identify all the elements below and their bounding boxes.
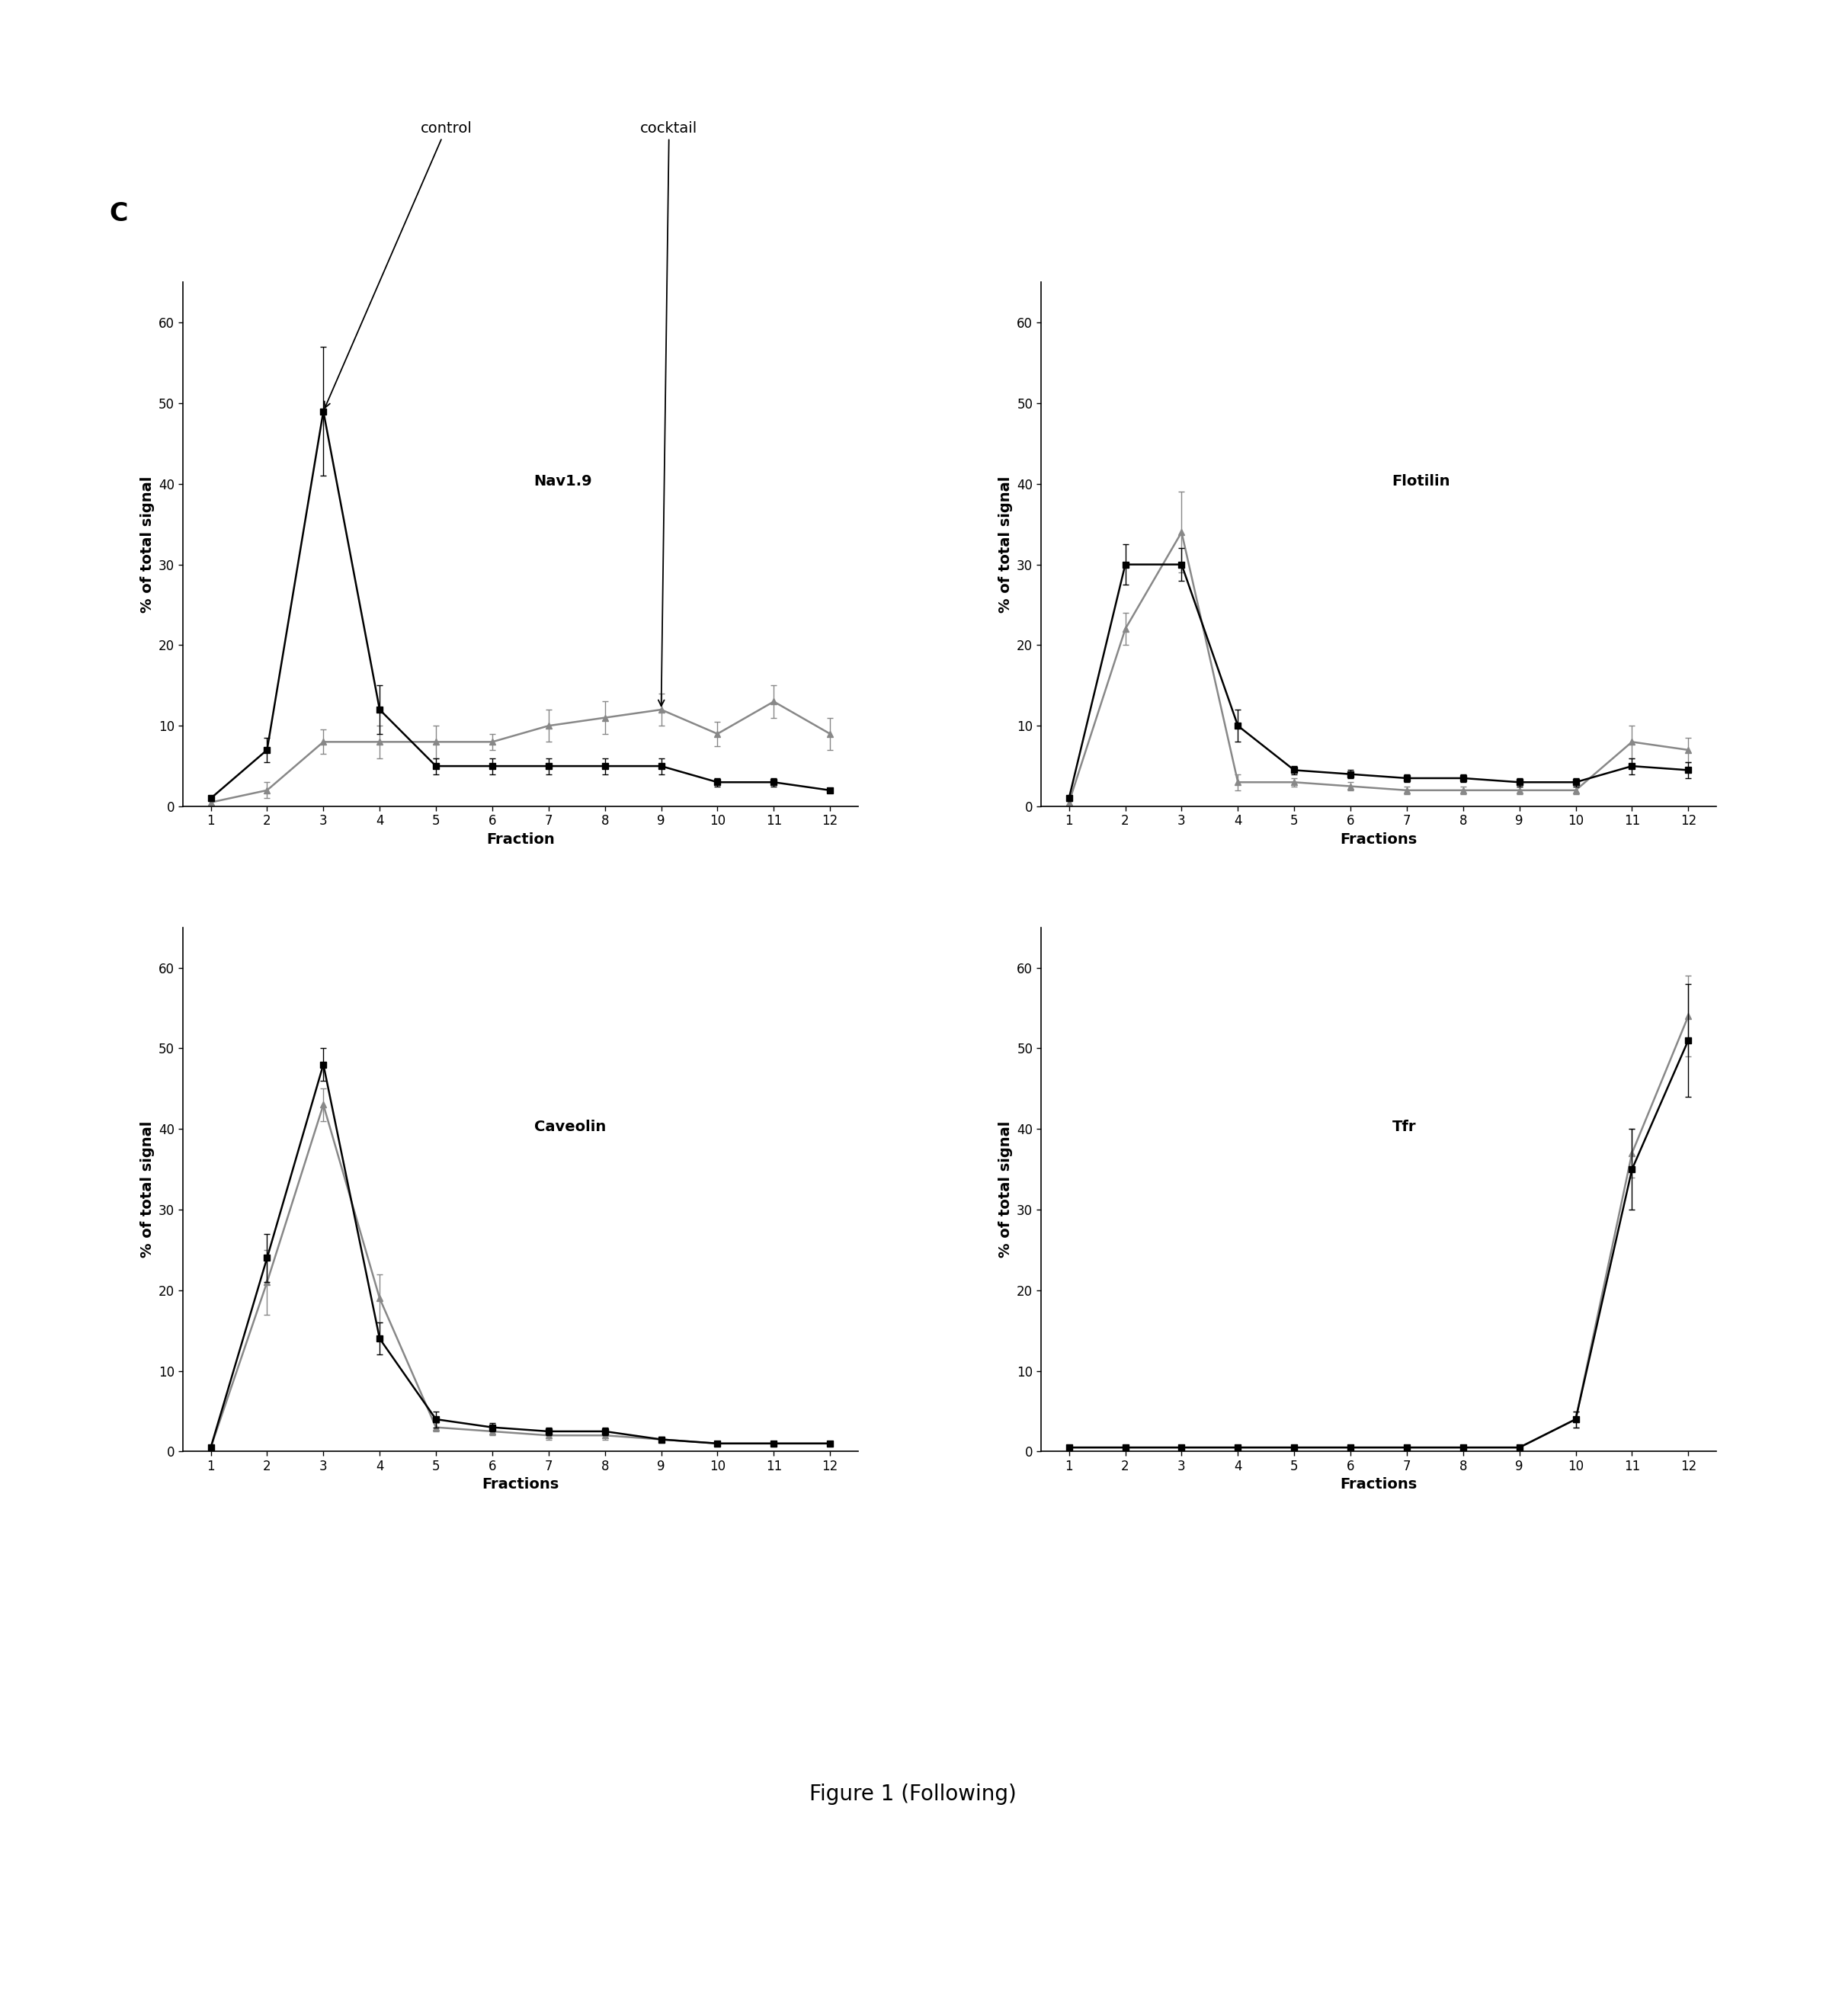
Text: Figure 1 (Following): Figure 1 (Following) [809, 1784, 1017, 1804]
Text: cocktail: cocktail [641, 121, 698, 706]
Y-axis label: % of total signal: % of total signal [141, 476, 155, 613]
Y-axis label: % of total signal: % of total signal [999, 1121, 1013, 1258]
X-axis label: Fractions: Fractions [482, 1478, 559, 1492]
Text: C: C [110, 202, 128, 226]
Text: Flotilin: Flotilin [1391, 474, 1450, 488]
Text: Caveolin: Caveolin [533, 1119, 606, 1133]
X-axis label: Fraction: Fraction [486, 833, 555, 847]
X-axis label: Fractions: Fractions [1340, 1478, 1417, 1492]
Y-axis label: % of total signal: % of total signal [141, 1121, 155, 1258]
Y-axis label: % of total signal: % of total signal [999, 476, 1013, 613]
Text: Tfr: Tfr [1391, 1119, 1417, 1133]
Text: control: control [325, 121, 471, 407]
Text: Nav1.9: Nav1.9 [533, 474, 592, 488]
X-axis label: Fractions: Fractions [1340, 833, 1417, 847]
